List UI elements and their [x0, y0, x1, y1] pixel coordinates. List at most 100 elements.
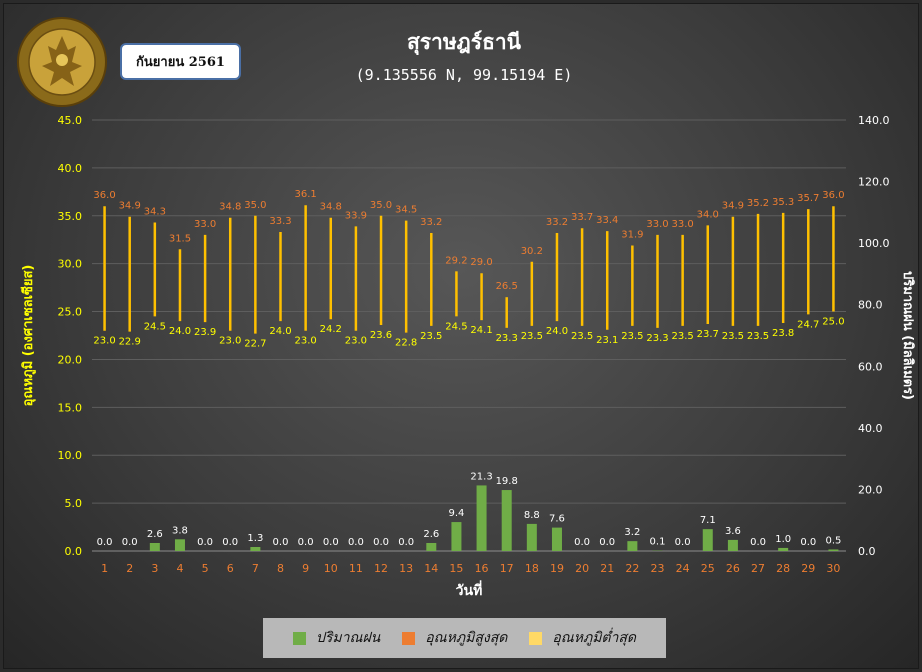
x-tick: 18 — [525, 562, 539, 575]
x-tick: 16 — [475, 562, 489, 575]
legend-label-tmax: อุณหภูมิสูงสุด — [425, 630, 508, 646]
tmin-label: 24.1 — [470, 325, 492, 336]
tmax-label: 33.0 — [194, 219, 216, 230]
tmax-label: 35.3 — [772, 197, 794, 208]
tmin-label: 23.3 — [496, 333, 518, 344]
tmax-label: 29.0 — [470, 257, 492, 268]
tmin-label: 23.6 — [370, 330, 392, 341]
x-tick: 27 — [751, 562, 765, 575]
y-axis-title-left: อุณหภูมิ (องศาเซลเซียส) — [20, 265, 36, 407]
x-tick: 9 — [302, 562, 309, 575]
rain-label: 0.0 — [599, 537, 615, 548]
tmin-label: 23.0 — [219, 336, 241, 347]
rain-label: 3.6 — [725, 526, 741, 537]
rain-label: 0.0 — [273, 537, 289, 548]
rain-label: 9.4 — [448, 508, 464, 519]
x-tick: 7 — [252, 562, 259, 575]
tmin-label: 24.0 — [546, 326, 568, 337]
rain-label: 0.0 — [750, 537, 766, 548]
x-tick: 3 — [151, 562, 158, 575]
x-tick: 8 — [277, 562, 284, 575]
tmin-label: 23.5 — [420, 331, 442, 342]
y-tick-left: 20.0 — [58, 353, 83, 366]
x-tick: 20 — [575, 562, 589, 575]
chart-title: สุราษฎร์ธานี — [406, 30, 522, 54]
tmax-label: 34.5 — [395, 205, 417, 216]
tmax-label: 33.0 — [646, 219, 668, 230]
rain-label: 1.3 — [247, 533, 263, 544]
tmax-label: 34.0 — [697, 209, 719, 220]
x-tick: 15 — [449, 562, 463, 575]
rain-bar — [174, 539, 185, 551]
tmin-label: 22.8 — [395, 338, 417, 349]
tmax-label: 26.5 — [496, 281, 518, 292]
tmin-label: 23.0 — [345, 336, 367, 347]
rain-label: 0.0 — [222, 537, 238, 548]
rain-bar — [627, 541, 638, 551]
x-tick: 13 — [399, 562, 413, 575]
rain-label: 7.6 — [549, 514, 565, 525]
tmin-label: 23.7 — [697, 329, 719, 340]
y-tick-left: 30.0 — [58, 258, 83, 271]
y-tick-right: 40.0 — [858, 422, 883, 435]
tmin-label: 23.5 — [747, 331, 769, 342]
tmin-label: 22.7 — [244, 339, 266, 350]
legend-swatch-tmax — [402, 631, 416, 645]
y-tick-left: 15.0 — [58, 401, 83, 414]
x-tick: 25 — [701, 562, 715, 575]
tmax-label: 33.3 — [269, 216, 291, 227]
x-tick: 14 — [424, 562, 438, 575]
rain-bar — [476, 485, 487, 551]
rain-label: 0.0 — [348, 537, 364, 548]
legend-item-rain: ปริมาณฝน — [292, 627, 380, 649]
rain-label: 0.0 — [373, 537, 389, 548]
x-tick: 21 — [600, 562, 614, 575]
tmin-label: 23.9 — [194, 327, 216, 338]
x-tick: 17 — [500, 562, 514, 575]
x-tick: 5 — [202, 562, 209, 575]
rain-label: 0.0 — [675, 537, 691, 548]
x-axis-title: วันที่ — [456, 580, 483, 599]
rain-label: 0.0 — [298, 537, 314, 548]
x-tick: 24 — [676, 562, 690, 575]
tmin-label: 23.5 — [571, 331, 593, 342]
rain-label: 0.0 — [197, 537, 213, 548]
tmax-label: 33.7 — [571, 212, 593, 223]
chart-subtitle: (9.135556 N, 99.15194 E) — [355, 66, 573, 84]
tmax-label: 33.9 — [345, 210, 367, 221]
y-tick-right: 60.0 — [858, 360, 883, 373]
legend-item-tmax: อุณหภูมิสูงสุด — [402, 627, 507, 649]
tmin-label: 23.5 — [621, 331, 643, 342]
rain-label: 0.5 — [825, 535, 841, 546]
tmax-label: 35.7 — [797, 193, 819, 204]
rain-bar — [501, 490, 512, 551]
tmax-label: 29.2 — [445, 255, 467, 266]
y-tick-right: 100.0 — [858, 237, 890, 250]
tmax-label: 33.0 — [672, 219, 694, 230]
tmax-label: 36.0 — [822, 190, 844, 201]
x-tick: 12 — [374, 562, 388, 575]
y-tick-left: 45.0 — [58, 114, 83, 127]
tmin-label: 23.8 — [772, 328, 794, 339]
meteorological-department-logo — [17, 17, 107, 107]
tmin-label: 24.5 — [144, 321, 166, 332]
rain-label: 1.0 — [775, 534, 791, 545]
y-tick-left: 10.0 — [58, 449, 83, 462]
rain-bar — [702, 529, 713, 551]
legend: ปริมาณฝน อุณหภูมิสูงสุด อุณหภูมิต่ำสุด — [263, 618, 666, 658]
combo-chart: 0.05.010.015.020.025.030.035.040.045.00.… — [20, 114, 915, 599]
rain-label: 3.2 — [624, 527, 640, 538]
x-tick: 29 — [801, 562, 815, 575]
rain-bar — [551, 527, 562, 551]
rain-label: 0.0 — [97, 537, 113, 548]
legend-swatch-tmin — [529, 631, 543, 645]
tmax-label: 33.2 — [546, 217, 568, 228]
tmin-label: 24.0 — [269, 326, 291, 337]
rain-label: 7.1 — [700, 515, 716, 526]
x-tick: 2 — [126, 562, 133, 575]
tmin-label: 25.0 — [822, 317, 844, 328]
x-tick: 6 — [227, 562, 234, 575]
tmax-label: 33.4 — [596, 215, 618, 226]
y-tick-right: 140.0 — [858, 114, 890, 127]
rain-bar — [727, 539, 738, 551]
